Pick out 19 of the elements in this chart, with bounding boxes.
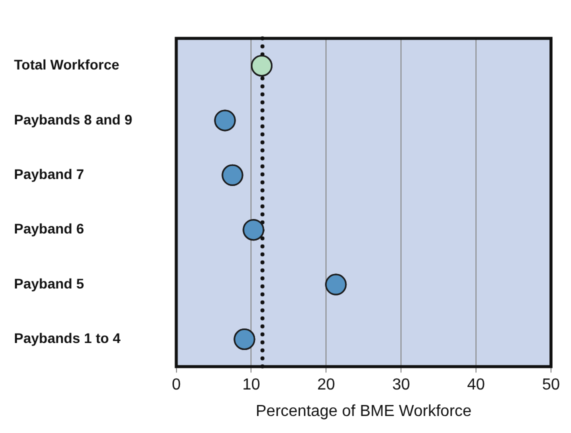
x-tick-label: 0 xyxy=(172,376,181,394)
point xyxy=(234,328,256,350)
y-tick-label: Total Workforce xyxy=(14,56,120,73)
point xyxy=(242,219,264,241)
point xyxy=(250,55,272,76)
x-axis-title: Percentage of BME Workforce xyxy=(256,402,472,420)
x-tick-label: 20 xyxy=(317,376,336,394)
y-tick-label: Payband 6 xyxy=(14,220,84,237)
point xyxy=(214,110,236,132)
x-tick-label: 30 xyxy=(392,376,410,394)
y-tick-label: Paybands 8 and 9 xyxy=(14,111,132,128)
y-tick-label: Paybands 1 to 4 xyxy=(14,330,121,346)
point xyxy=(222,164,244,186)
x-tick-label: 50 xyxy=(542,376,560,394)
x-tick-label: 40 xyxy=(467,376,486,394)
y-tick-label: Payband 7 xyxy=(14,166,84,182)
y-tick-label: Payband 5 xyxy=(14,275,84,292)
x-tick-label: 10 xyxy=(242,376,260,394)
point xyxy=(325,274,347,296)
